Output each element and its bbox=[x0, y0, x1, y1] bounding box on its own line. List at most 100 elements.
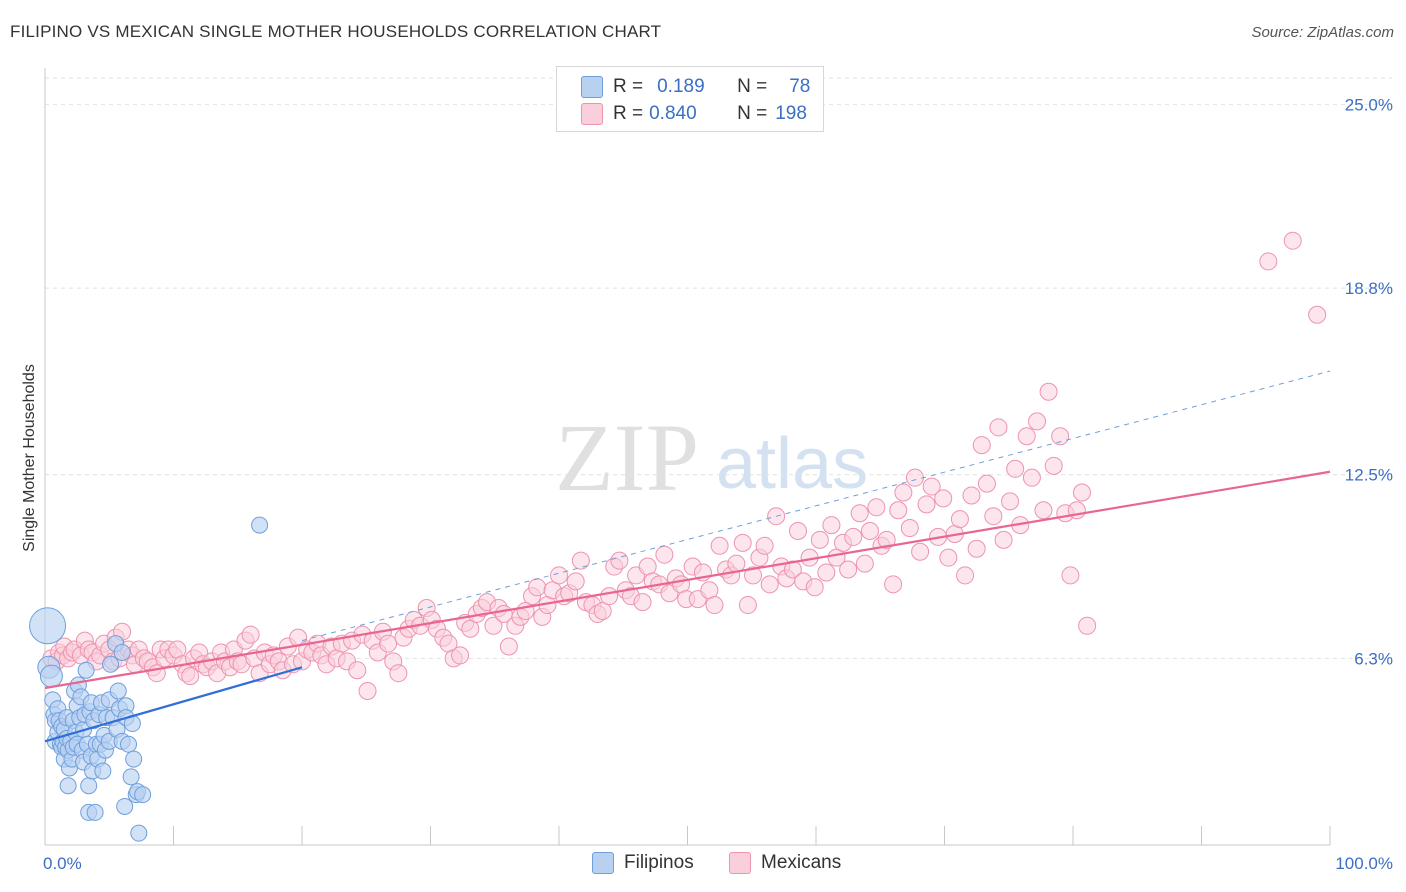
data-point-mexicans bbox=[1017, 427, 1036, 446]
legend-r-value: 0.840 bbox=[649, 103, 697, 124]
data-point-mexicans bbox=[755, 536, 774, 555]
data-point-mexicans bbox=[1061, 566, 1080, 585]
data-point-mexicans bbox=[528, 578, 547, 597]
data-point-mexicans bbox=[989, 418, 1008, 437]
x-tick-label: 100.0% bbox=[1335, 854, 1393, 873]
data-point-mexicans bbox=[550, 566, 568, 585]
legend-label-filipinos: Filipinos bbox=[624, 852, 694, 873]
tick-labels: 6.3% 12.5% 18.8% 25.0% 0.0% 100.0% bbox=[43, 95, 1393, 873]
legend-n-label: N = bbox=[737, 76, 768, 97]
legend-label-mexicans: Mexicans bbox=[761, 852, 842, 873]
data-point-mexicans bbox=[633, 593, 652, 612]
data-point-mexicans bbox=[1283, 231, 1302, 250]
data-point-mexicans bbox=[571, 551, 590, 570]
data-point-mexicans bbox=[889, 501, 908, 520]
data-point-filipinos bbox=[122, 768, 140, 786]
legend-row-mexicans: R = 0.840 N = 198 bbox=[581, 102, 807, 126]
data-point-mexicans bbox=[710, 536, 729, 555]
data-point-mexicans bbox=[950, 510, 969, 529]
watermark-zip: ZIP bbox=[555, 404, 699, 511]
data-point-mexicans bbox=[810, 530, 829, 549]
correlation-legend: R = 0.189 N = 78 R = 0.840 N = 198 bbox=[556, 66, 824, 132]
trend-line-filipinos bbox=[44, 666, 303, 743]
data-point-mexicans bbox=[905, 468, 924, 487]
data-point-mexicans bbox=[566, 572, 585, 591]
data-point-mexicans bbox=[917, 495, 936, 514]
data-point-mexicans bbox=[894, 483, 913, 502]
watermark-atlas: atlas bbox=[716, 424, 868, 504]
data-point-filipinos bbox=[86, 803, 104, 821]
data-point-mexicans bbox=[962, 486, 981, 505]
data-point-filipinos bbox=[120, 735, 138, 753]
data-point-mexicans bbox=[822, 516, 841, 535]
data-point-mexicans bbox=[817, 563, 836, 582]
data-point-mexicans bbox=[839, 560, 858, 579]
data-point-filipinos bbox=[80, 777, 98, 795]
legend-swatch-filipinos bbox=[581, 76, 603, 98]
x-tick-label: 0.0% bbox=[43, 854, 82, 873]
data-point-mexicans bbox=[358, 681, 377, 700]
data-point-filipinos bbox=[39, 664, 63, 688]
data-point-mexicans bbox=[972, 436, 991, 455]
data-point-mexicans bbox=[744, 566, 763, 585]
data-point-mexicans bbox=[181, 667, 200, 686]
data-point-mexicans bbox=[241, 625, 260, 644]
trend-line-dashed bbox=[301, 370, 1331, 642]
data-point-mexicans bbox=[610, 551, 629, 570]
data-point-mexicans bbox=[1006, 459, 1025, 478]
legend-item-filipinos[interactable]: Filipinos bbox=[592, 852, 694, 874]
data-point-filipinos bbox=[130, 824, 148, 842]
data-point-mexicans bbox=[867, 498, 886, 517]
data-point-filipinos bbox=[125, 750, 143, 768]
data-point-mexicans bbox=[451, 646, 470, 665]
data-point-mexicans bbox=[900, 519, 919, 538]
source-credit: Source: ZipAtlas.com bbox=[1251, 24, 1394, 41]
data-point-mexicans bbox=[850, 504, 869, 523]
data-point-mexicans bbox=[1039, 382, 1058, 401]
data-point-mexicans bbox=[389, 664, 408, 683]
y-tick-label: 12.5% bbox=[1345, 466, 1393, 485]
data-point-mexicans bbox=[884, 575, 903, 594]
data-point-filipinos bbox=[116, 797, 134, 815]
data-point-filipinos bbox=[29, 607, 67, 645]
data-point-mexicans bbox=[705, 596, 724, 615]
legend-n-value: 198 bbox=[775, 103, 807, 124]
data-point-filipinos bbox=[102, 655, 120, 673]
data-point-mexicans bbox=[922, 477, 941, 496]
legend-swatch-filipinos bbox=[592, 852, 614, 874]
data-point-mexicans bbox=[348, 661, 367, 680]
data-point-mexicans bbox=[855, 554, 874, 573]
data-point-mexicans bbox=[934, 489, 953, 508]
data-point-mexicans bbox=[994, 530, 1013, 549]
data-point-mexicans bbox=[939, 548, 958, 567]
data-point-mexicans bbox=[727, 554, 746, 573]
legend-item-mexicans[interactable]: Mexicans bbox=[729, 852, 841, 874]
data-point-mexicans bbox=[956, 566, 975, 585]
data-point-filipinos bbox=[113, 643, 131, 661]
data-point-mexicans bbox=[738, 596, 757, 615]
data-point-mexicans bbox=[733, 533, 752, 552]
data-point-mexicans bbox=[760, 575, 779, 594]
data-point-mexicans bbox=[1078, 616, 1097, 635]
legend-swatch-mexicans bbox=[729, 852, 751, 874]
y-tick-label: 18.8% bbox=[1345, 279, 1393, 298]
axes bbox=[44, 68, 1331, 846]
data-point-mexicans bbox=[984, 507, 1003, 526]
data-point-mexicans bbox=[911, 542, 930, 561]
data-point-mexicans bbox=[877, 530, 896, 549]
legend-row-filipinos: R = 0.189 N = 78 bbox=[581, 75, 810, 99]
legend-n-label: N = bbox=[737, 103, 768, 124]
data-point-mexicans bbox=[860, 522, 879, 540]
legend-n-value: 78 bbox=[789, 76, 811, 97]
data-point-mexicans bbox=[844, 527, 863, 546]
data-point-mexicans bbox=[783, 560, 802, 579]
data-point-mexicans bbox=[1051, 427, 1070, 446]
data-point-mexicans bbox=[977, 474, 996, 493]
data-point-mexicans bbox=[499, 637, 518, 656]
legend-swatch-mexicans bbox=[581, 103, 603, 125]
legend-r-label: R = bbox=[613, 76, 644, 97]
trend-line-mexicans bbox=[44, 470, 1331, 690]
y-tick-label: 6.3% bbox=[1354, 649, 1393, 668]
data-point-mexicans bbox=[1072, 483, 1091, 502]
